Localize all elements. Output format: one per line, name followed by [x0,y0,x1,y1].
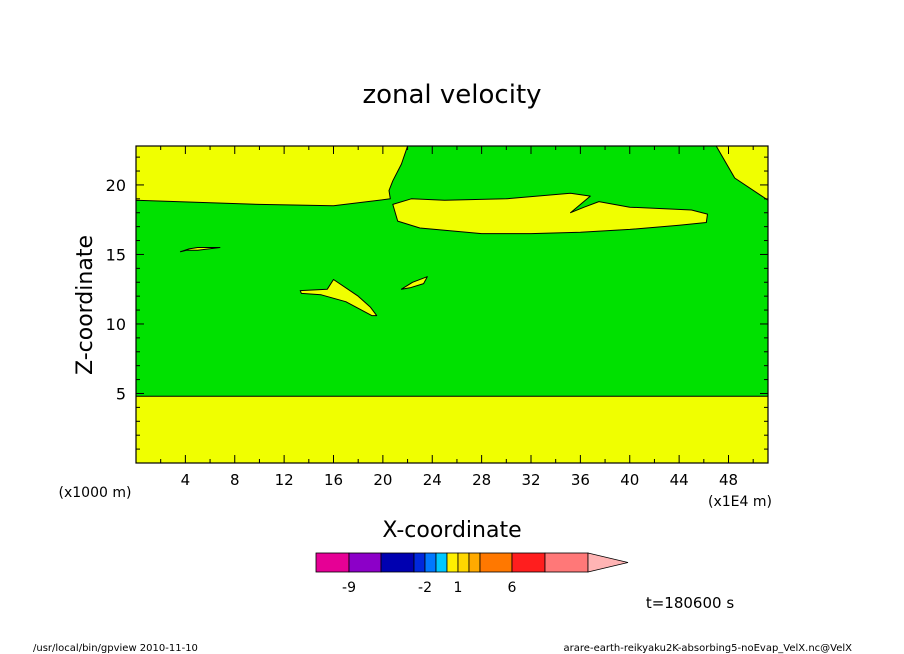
y-unit-label: (x1000 m) [59,485,132,501]
colorbar-tick-label: -2 [418,580,432,596]
colorbar-tick-label: -9 [342,580,356,596]
contour-regions [135,145,769,397]
x-tick-label: 16 [324,471,343,489]
region-yellow-blob-1 [299,279,378,317]
colorbar-swatch [468,552,481,573]
colorbar-swatch [479,552,513,573]
footer-right: arare-earth-reikyaku2K-absorbing5-noEvap… [564,643,853,654]
y-tick-label: 5 [116,384,126,403]
colorbar-swatch [424,552,437,573]
x-tick-label: 44 [670,471,689,489]
x-tick-label: 36 [571,471,590,489]
colorbar: -9 -2 1 6 [315,552,629,596]
region-yellow-blob-2 [400,276,428,290]
region-yellow-band-upper [392,192,708,235]
colorbar-arrow [587,552,629,573]
x-tick-label: 40 [620,471,639,489]
footer-left: /usr/local/bin/gpview 2010-11-10 [33,643,198,654]
x-tick-label: 4 [181,471,191,489]
x-unit-label: (x1E4 m) [708,494,772,510]
x-tick-label: 12 [275,471,294,489]
x-tick-label: 24 [423,471,442,489]
colorbar-swatch [413,552,426,573]
chart-title: zonal velocity [362,80,541,110]
x-tick-label: 48 [719,471,738,489]
colorbar-swatch [511,552,546,573]
colorbar-swatch [348,552,382,573]
y-tick-label: 15 [106,245,126,264]
colorbar-swatch [380,552,415,573]
colorbar-swatch [435,552,448,573]
colorbar-tick-label: 6 [508,580,517,596]
colorbar-swatch [544,552,589,573]
colorbar-swatch [315,552,350,573]
x-axis-label: X-coordinate [382,518,521,543]
y-axis-label: Z-coordinate [73,235,98,375]
colorbar-tick-label: 1 [454,580,463,596]
region-yellow-sliver [179,247,221,253]
time-label: t=180600 s [646,594,734,612]
x-tick-label: 20 [373,471,392,489]
y-tick-label: 10 [106,315,126,334]
x-tick-label: 8 [230,471,240,489]
colorbar-swatch [457,552,470,573]
x-tick-label: 28 [472,471,491,489]
x-tick-label: 32 [521,471,540,489]
colorbar-swatch [446,552,459,573]
y-tick-label: 20 [106,176,126,195]
plot-frame [135,145,769,464]
